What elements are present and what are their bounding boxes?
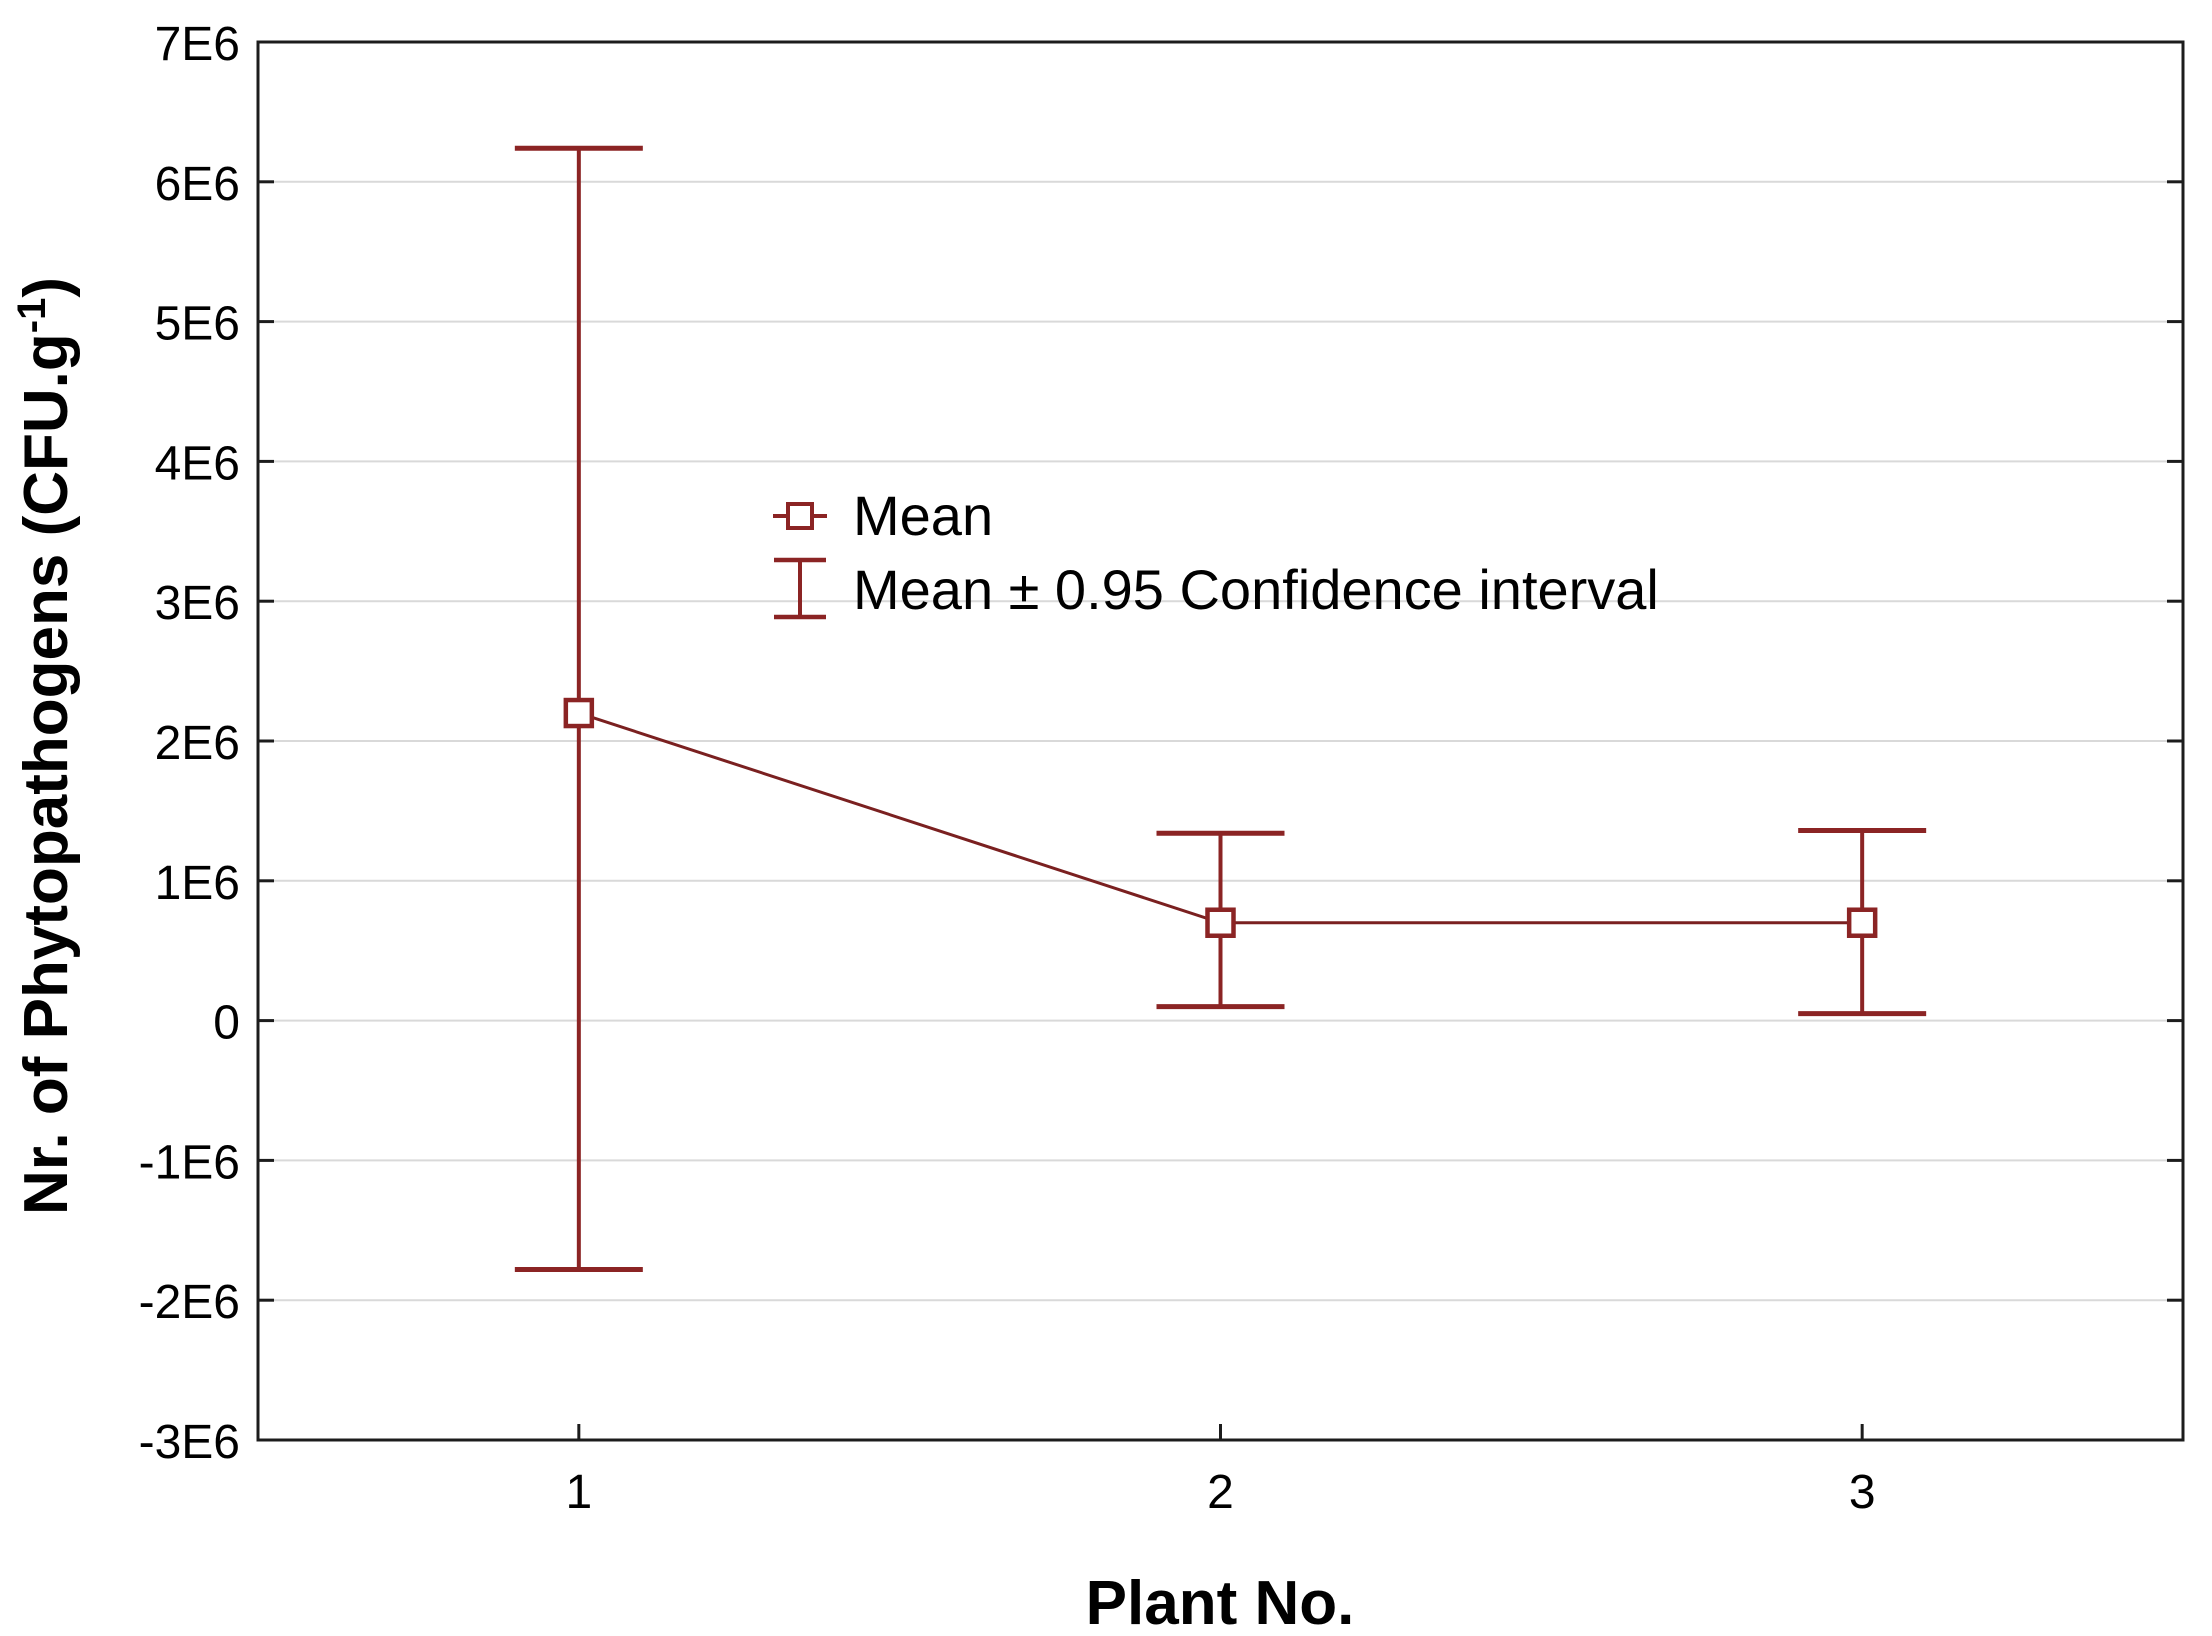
- y-tick-label: 5E6: [155, 298, 240, 351]
- y-axis-title-text: Nr. of Phytopathogens (CFU.g: [12, 333, 81, 1215]
- square-marker-icon: [786, 502, 814, 530]
- mean-marker: [1846, 907, 1878, 938]
- legend-item-ci-label: Mean ± 0.95 Confidence interval: [853, 558, 1659, 621]
- y-axis-title-suffix: ): [12, 277, 81, 298]
- y-tick-label: 0: [213, 997, 240, 1050]
- y-tick-label: 2E6: [155, 717, 240, 770]
- y-tick-label: 3E6: [155, 577, 240, 630]
- x-tick-label: 1: [565, 1466, 592, 1519]
- plot-border: [256, 40, 2185, 1442]
- mean-marker: [1205, 907, 1236, 938]
- y-tick-label: 7E6: [155, 18, 240, 71]
- legend-item-mean-label: Mean: [853, 484, 994, 547]
- y-tick-label: -3E6: [139, 1416, 240, 1469]
- x-tick-label: 2: [1207, 1466, 1234, 1519]
- y-tick-label: 6E6: [155, 158, 240, 211]
- y-tick-label: -1E6: [139, 1136, 240, 1189]
- mean-marker: [563, 697, 595, 729]
- y-tick-label: -2E6: [139, 1276, 240, 1329]
- y-axis-title-superscript: -1: [10, 297, 54, 334]
- x-axis-title: Plant No.: [1085, 1569, 1355, 1636]
- x-tick-label: 3: [1849, 1466, 1876, 1519]
- y-tick-label: 1E6: [155, 857, 240, 910]
- y-tick-label: 4E6: [155, 437, 240, 490]
- y-axis-title: Nr. of Phytopathogens (CFU.g-1): [10, 46, 95, 1446]
